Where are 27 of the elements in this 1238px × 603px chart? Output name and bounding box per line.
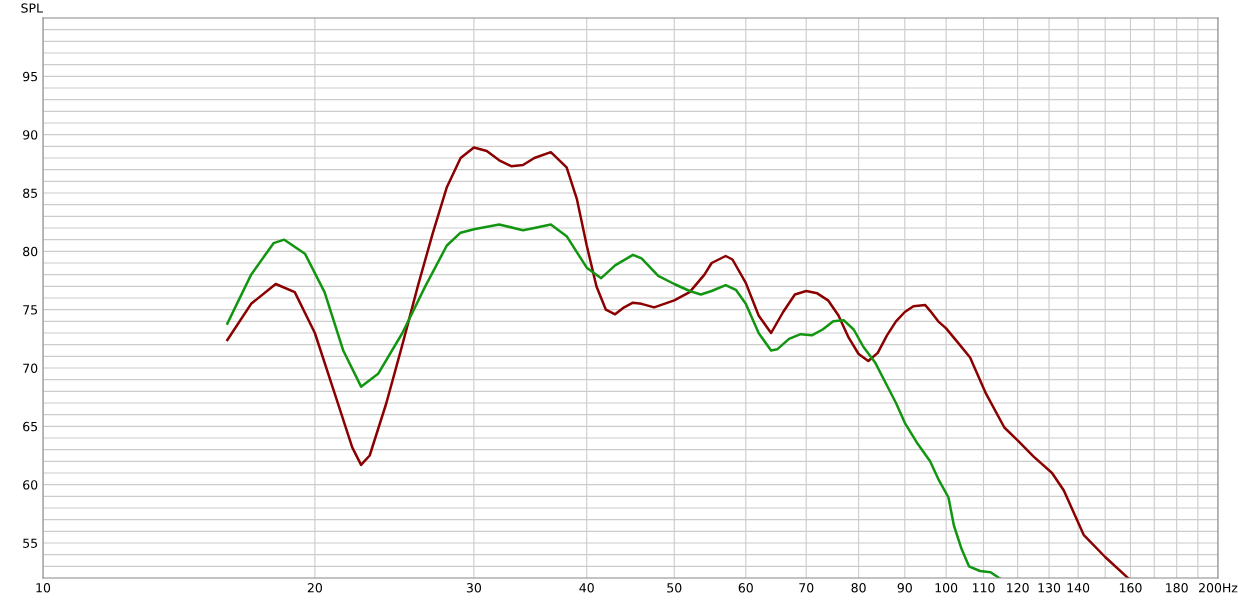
x-tick-label: 110 [972,583,995,593]
x-tick-label: 200Hz [1199,583,1238,593]
y-tick-label: 75 [23,305,38,315]
y-tick-label: 60 [23,480,38,490]
x-tick-label: 70 [799,583,814,593]
x-tick-label: 140 [1067,583,1090,593]
x-tick-label: 160 [1119,583,1142,593]
x-tick-label: 50 [667,583,682,593]
y-tick-label: 70 [23,363,38,373]
x-tick-label: 30 [466,583,482,593]
x-tick-label: 60 [738,583,753,593]
x-tick-label: 10 [36,583,51,593]
y-tick-label: 80 [23,246,38,257]
x-tick-label: 80 [851,583,866,593]
y-axis-title: SPL [21,3,43,13]
x-tick-label: 100 [935,583,958,593]
x-tick-label: 90 [897,583,912,593]
x-tick-label: 20 [307,583,322,593]
x-tick-label: 130 [1038,583,1061,593]
y-tick-label: 65 [23,421,38,432]
y-tick-label: 55 [23,538,38,548]
x-tick-label: 120 [1007,583,1029,593]
y-tick-label: 90 [23,130,38,140]
y-tick-label: 95 [23,71,38,82]
y-tick-label: 85 [23,188,38,198]
x-tick-label: 40 [579,583,594,593]
x-tick-label: 180 [1166,583,1188,593]
